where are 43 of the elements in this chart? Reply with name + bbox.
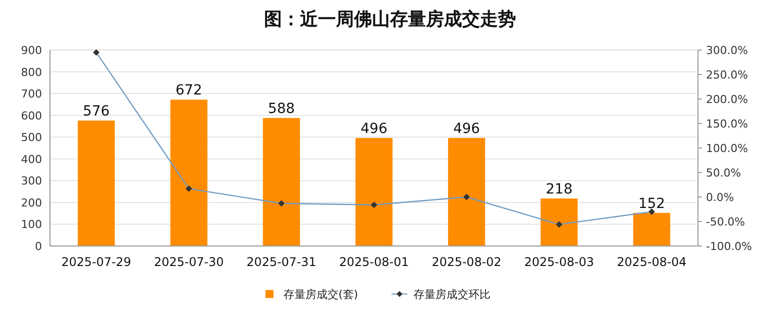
x-tick-label: 2025-07-29 <box>61 255 132 269</box>
bar <box>540 198 578 246</box>
data-label: 672 <box>175 82 202 99</box>
y2-tick-label: 150.0% <box>706 118 748 130</box>
bar <box>170 100 208 246</box>
bar <box>633 212 670 246</box>
chart-title: 图：近一周佛山存量房成交走势 <box>264 9 516 30</box>
y-tick-label: 200 <box>21 196 42 210</box>
y2-tick-label: 200.0% <box>706 93 748 106</box>
data-label: 576 <box>82 104 110 120</box>
x-tick-label: 2025-08-02 <box>432 255 502 269</box>
y-tick-label: 600 <box>21 109 42 122</box>
legend-label: 存量房成交(套) <box>284 288 358 301</box>
data-label: 496 <box>360 120 388 137</box>
data-label: 496 <box>453 120 480 137</box>
y2-tick-label: 0.0% <box>706 191 734 204</box>
x-tick-label: 2025-08-03 <box>524 255 594 269</box>
data-label: 152 <box>638 196 666 212</box>
bar <box>262 118 300 246</box>
y-tick-label: 800 <box>21 66 42 79</box>
bar <box>78 120 115 246</box>
y2-tick-label: 250.0% <box>706 68 748 82</box>
x-tick-label: 2025-08-01 <box>339 255 409 269</box>
bar <box>448 138 486 246</box>
y-tick-label: 700 <box>21 88 42 101</box>
y2-tick-label: 100.0% <box>706 142 748 155</box>
y-tick-label: 100 <box>21 218 42 232</box>
x-tick-label: 2025-07-30 <box>154 255 224 269</box>
y-tick-label: 300 <box>21 174 42 188</box>
y-tick-label: 0 <box>35 240 42 253</box>
y-tick-label: 400 <box>21 152 42 166</box>
y-tick-label: 500 <box>21 131 42 144</box>
y2-tick-label: -50.0% <box>706 216 745 228</box>
y2-tick-label: -100.0% <box>706 240 752 253</box>
y2-tick-label: 300.0% <box>706 44 748 57</box>
bar <box>355 138 393 246</box>
legend-label: 存量房成交环比 <box>414 288 490 301</box>
x-tick-label: 2025-07-31 <box>246 255 316 269</box>
x-tick-label: 2025-08-04 <box>616 255 687 269</box>
y-tick-label: 900 <box>21 44 42 57</box>
data-label: 588 <box>268 100 295 117</box>
data-label: 218 <box>546 182 573 198</box>
y2-tick-label: 50.0% <box>706 166 741 180</box>
